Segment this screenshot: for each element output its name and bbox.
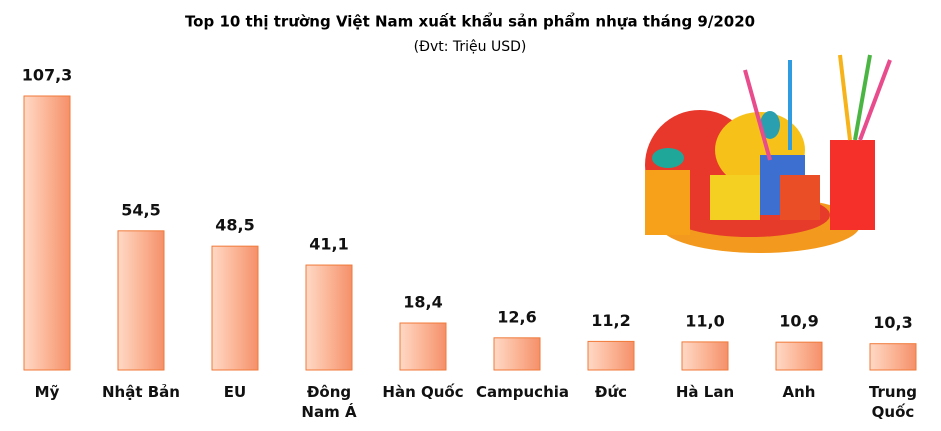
x-tick-label: Campuchia — [476, 383, 570, 401]
value-label: 10,3 — [873, 313, 912, 332]
bar — [869, 343, 917, 371]
x-tick-label: Anh — [782, 383, 816, 401]
illustration — [645, 54, 892, 253]
bar — [775, 341, 823, 371]
value-label: 18,4 — [403, 293, 442, 312]
x-tick-label: EU — [223, 383, 247, 401]
value-label: 107,3 — [22, 66, 73, 85]
chart-title: Top 10 thị trường Việt Nam xuất khẩu sản… — [185, 12, 755, 31]
x-tick-label: Mỹ — [34, 383, 60, 401]
bar — [587, 340, 635, 371]
bar — [399, 322, 447, 371]
value-label: 12,6 — [497, 307, 536, 326]
x-tick-label: Trung Quốc — [868, 383, 918, 421]
bar — [305, 264, 353, 371]
value-label: 41,1 — [309, 235, 348, 254]
bar — [211, 245, 259, 371]
x-tick-label: Đức — [594, 383, 628, 401]
value-label: 11,2 — [591, 311, 630, 330]
value-label: 10,9 — [779, 312, 818, 331]
value-label: 11,0 — [685, 311, 724, 330]
bar — [681, 341, 729, 371]
x-tick-label: Hàn Quốc — [382, 383, 464, 401]
value-label: 54,5 — [121, 200, 160, 219]
value-label: 48,5 — [215, 216, 254, 235]
x-tick-label: Nhật Bản — [102, 383, 180, 401]
x-tick-label: Hà Lan — [675, 383, 735, 401]
x-tick-label: Đông Nam Á — [301, 383, 357, 421]
bar — [23, 95, 71, 371]
bar — [117, 230, 165, 371]
chart-subtitle: (Đvt: Triệu USD) — [414, 39, 527, 55]
bar — [493, 337, 541, 371]
